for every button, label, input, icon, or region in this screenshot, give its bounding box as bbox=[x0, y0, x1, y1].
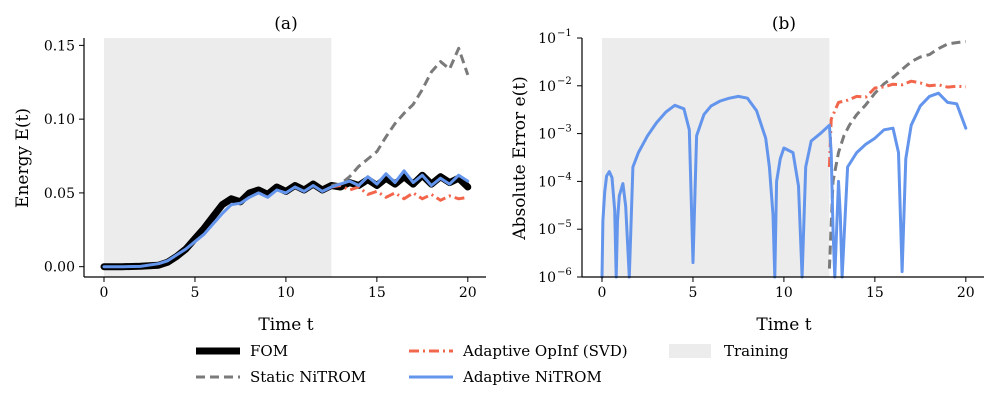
panel-a-xtick-label: 20 bbox=[459, 285, 477, 301]
panel-b-xtick-label: 15 bbox=[866, 285, 884, 301]
panel-a-ytick-label: 0.10 bbox=[44, 112, 75, 128]
legend-swatch-training bbox=[669, 344, 711, 358]
panel-a-xtick-label: 15 bbox=[368, 285, 386, 301]
panel-b-line-static-nitrom bbox=[827, 39, 966, 269]
panel-b-line-adaptive-nitrom bbox=[600, 91, 968, 279]
training-region-b bbox=[602, 38, 830, 277]
panel-b-xtick-label: 10 bbox=[775, 285, 793, 301]
panel-b-xtick-label: 0 bbox=[598, 285, 607, 301]
legend: FOM Static NiTROM Adaptive OpInf (SVD) A… bbox=[196, 342, 789, 386]
panel-b-ytick-label: 10 bbox=[538, 270, 556, 286]
panel-b-ytick-label: 10 bbox=[538, 222, 556, 238]
panel-a-series bbox=[100, 46, 472, 271]
panel-b-ytick-label: 10 bbox=[538, 79, 556, 95]
panel-a-ytick-label: 0.15 bbox=[44, 38, 75, 54]
legend-label-fom: FOM bbox=[250, 342, 288, 360]
panel-b-ytick-exponent: −3 bbox=[557, 124, 572, 135]
panel-a-line-adaptive-nitrom bbox=[102, 169, 470, 269]
panel-b-ytick-label: 10 bbox=[538, 127, 556, 143]
panel-b-ytick-exponent: −6 bbox=[557, 267, 572, 278]
panel-a-ytick-label: 0.05 bbox=[44, 186, 75, 202]
legend-label-adaptive-opinf: Adaptive OpInf (SVD) bbox=[462, 342, 628, 360]
panel-a: 0 5 10 15 20 0.00 0.05 0.10 0.15 (a) Time t Ener… bbox=[13, 14, 486, 335]
panel-b-ytick-exponent: −1 bbox=[557, 28, 572, 39]
panel-a-xtick-label: 5 bbox=[190, 285, 199, 301]
panel-a-ylabel: Energy E(t) bbox=[13, 108, 33, 208]
panel-a-line-static-nitrom bbox=[331, 46, 470, 187]
panel-a-ytick-label: 0.00 bbox=[44, 260, 75, 276]
panel-b-ytick-exponent: −4 bbox=[557, 171, 572, 182]
panel-a-xtick-label: 0 bbox=[100, 285, 109, 301]
panel-b-title: (b) bbox=[772, 14, 796, 34]
legend-label-static-nitrom: Static NiTROM bbox=[250, 368, 366, 386]
panel-b-series bbox=[600, 39, 968, 279]
panel-b-xtick-label: 5 bbox=[688, 285, 697, 301]
legend-label-training: Training bbox=[724, 342, 789, 360]
panel-b-ylabel: Absolute Error e(t) bbox=[510, 76, 530, 240]
panel-a-xtick-label: 10 bbox=[277, 285, 295, 301]
panel-b-ytick-exponent: −2 bbox=[557, 76, 572, 87]
panel-a-title: (a) bbox=[274, 14, 297, 34]
panel-b-xtick-label: 20 bbox=[957, 285, 975, 301]
legend-label-adaptive-nitrom: Adaptive NiTROM bbox=[462, 368, 602, 386]
panel-a-xlabel: Time t bbox=[258, 315, 313, 335]
panel-b-xlabel: Time t bbox=[756, 315, 811, 335]
panel-a-ticks: 0 5 10 15 20 0.00 0.05 0.10 0.15 bbox=[44, 38, 477, 301]
panel-b-ytick-exponent: −5 bbox=[557, 219, 572, 230]
training-region-a bbox=[104, 38, 332, 277]
panel-b-ytick-label: 10 bbox=[538, 174, 556, 190]
panel-a-line-adaptive-opinf bbox=[331, 184, 469, 202]
panel-b-line-adaptive-opinf bbox=[827, 79, 966, 168]
panel-b-ytick-label: 10 bbox=[538, 31, 556, 47]
